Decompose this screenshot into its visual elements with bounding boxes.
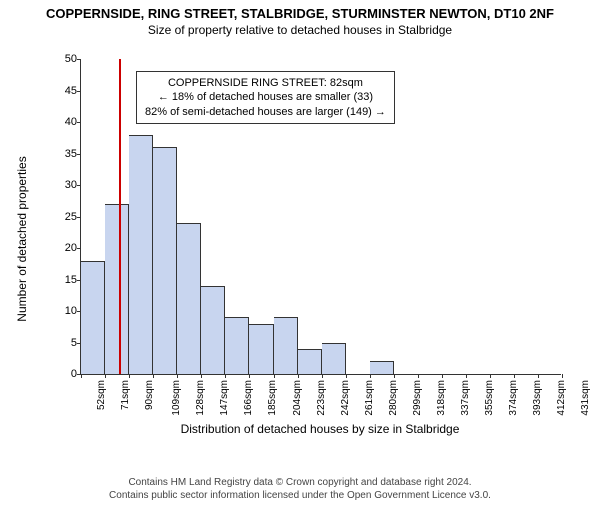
x-axis-label: Distribution of detached houses by size … — [181, 422, 460, 436]
x-tick-label: 185sqm — [267, 380, 278, 416]
x-tick-label: 242sqm — [339, 380, 350, 416]
x-tick-mark — [201, 374, 202, 378]
footer-line-2: Contains public sector information licen… — [0, 490, 600, 503]
histogram-bar — [225, 317, 249, 374]
y-tick-mark — [77, 185, 81, 186]
footer-line-1: Contains HM Land Registry data © Crown c… — [0, 477, 600, 490]
x-tick-mark — [105, 374, 106, 378]
x-tick-label: 337sqm — [460, 380, 471, 416]
x-tick-mark — [538, 374, 539, 378]
x-tick-mark — [490, 374, 491, 378]
x-tick-label: 318sqm — [436, 380, 447, 416]
histogram-bar — [322, 343, 346, 375]
chart-container: Number of detached properties COPPERNSID… — [50, 54, 570, 424]
x-tick-mark — [394, 374, 395, 378]
x-tick-mark — [514, 374, 515, 378]
page-subtitle: Size of property relative to detached ho… — [0, 23, 600, 37]
x-tick-mark — [562, 374, 563, 378]
x-tick-label: 412sqm — [556, 380, 567, 416]
y-tick-label: 45 — [65, 85, 77, 97]
x-tick-label: 261sqm — [363, 380, 374, 416]
histogram-bar — [201, 286, 225, 374]
x-tick-mark — [249, 374, 250, 378]
annotation-line: 82% of semi-detached houses are larger (… — [145, 105, 386, 119]
y-tick-mark — [77, 217, 81, 218]
histogram-bar — [153, 147, 177, 374]
y-tick-mark — [77, 59, 81, 60]
x-tick-label: 299sqm — [412, 380, 423, 416]
x-tick-label: 431sqm — [580, 380, 591, 416]
y-tick-label: 20 — [65, 242, 77, 254]
x-tick-mark — [177, 374, 178, 378]
page-title: COPPERNSIDE, RING STREET, STALBRIDGE, ST… — [0, 6, 600, 21]
histogram-bar — [81, 261, 105, 374]
y-tick-mark — [77, 122, 81, 123]
x-tick-mark — [274, 374, 275, 378]
x-tick-label: 71sqm — [120, 380, 131, 410]
y-tick-label: 10 — [65, 305, 77, 317]
x-tick-mark — [370, 374, 371, 378]
plot-area: COPPERNSIDE RING STREET: 82sqm← 18% of d… — [80, 59, 561, 375]
x-tick-mark — [225, 374, 226, 378]
x-tick-label: 204sqm — [291, 380, 302, 416]
x-tick-label: 147sqm — [219, 380, 230, 416]
x-tick-label: 374sqm — [508, 380, 519, 416]
y-tick-label: 25 — [65, 211, 77, 223]
x-tick-label: 223sqm — [315, 380, 326, 416]
footer: Contains HM Land Registry data © Crown c… — [0, 477, 600, 502]
x-tick-mark — [466, 374, 467, 378]
y-tick-label: 30 — [65, 179, 77, 191]
annotation-line: COPPERNSIDE RING STREET: 82sqm — [145, 76, 386, 90]
histogram-bar — [370, 361, 394, 374]
x-tick-label: 393sqm — [532, 380, 543, 416]
y-tick-label: 40 — [65, 116, 77, 128]
x-tick-mark — [298, 374, 299, 378]
x-tick-mark — [153, 374, 154, 378]
y-tick-mark — [77, 154, 81, 155]
x-tick-label: 355sqm — [484, 380, 495, 416]
y-tick-mark — [77, 248, 81, 249]
y-tick-label: 35 — [65, 148, 77, 160]
histogram-bar — [298, 349, 322, 374]
y-tick-mark — [77, 91, 81, 92]
y-tick-label: 50 — [65, 53, 77, 65]
marker-line — [119, 59, 121, 374]
annotation-line: ← 18% of detached houses are smaller (33… — [145, 90, 386, 104]
histogram-bar — [249, 324, 273, 374]
histogram-bar — [177, 223, 201, 374]
annotation-box: COPPERNSIDE RING STREET: 82sqm← 18% of d… — [136, 71, 395, 124]
x-tick-label: 52sqm — [96, 380, 107, 410]
x-tick-mark — [418, 374, 419, 378]
x-tick-label: 128sqm — [195, 380, 206, 416]
x-tick-mark — [129, 374, 130, 378]
x-tick-mark — [346, 374, 347, 378]
y-tick-label: 15 — [65, 274, 77, 286]
x-tick-label: 166sqm — [243, 380, 254, 416]
histogram-bar — [274, 317, 298, 374]
x-tick-mark — [442, 374, 443, 378]
y-axis-label: Number of detached properties — [15, 156, 29, 321]
histogram-bar — [105, 204, 129, 374]
x-tick-label: 90sqm — [144, 380, 155, 410]
x-tick-mark — [322, 374, 323, 378]
x-tick-label: 280sqm — [388, 380, 399, 416]
x-tick-mark — [81, 374, 82, 378]
histogram-bar — [129, 135, 153, 374]
x-tick-label: 109sqm — [171, 380, 182, 416]
